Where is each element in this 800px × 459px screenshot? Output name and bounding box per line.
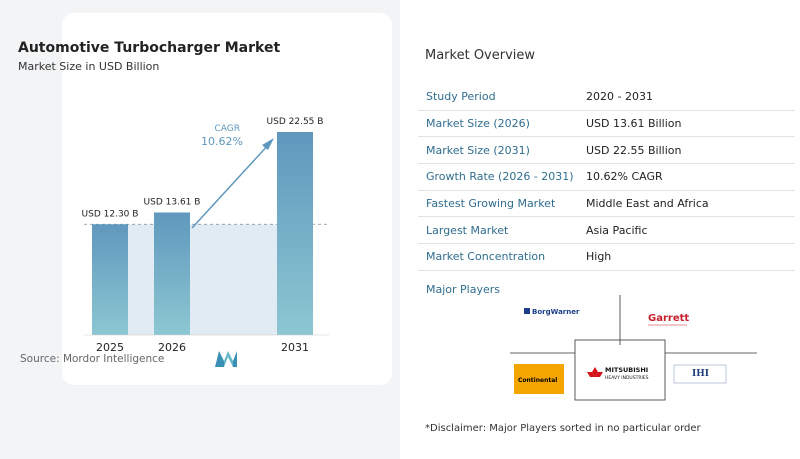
chart-subtitle: Market Size in USD Billion <box>18 60 160 73</box>
chart-shade-band <box>92 224 313 335</box>
overview-value: High <box>586 250 612 264</box>
chart-data-label: USD 13.61 B <box>144 197 201 207</box>
cagr-arrow-line <box>191 142 271 229</box>
chart-bar <box>154 212 190 335</box>
overview-value: Asia Pacific <box>586 223 648 237</box>
cagr-value: 10.62% <box>201 135 243 148</box>
mitsubishi-text: MITSUBISHI <box>605 366 648 374</box>
garrett-text: Garrett <box>648 313 689 324</box>
garrett-logo: Garrett <box>648 313 689 326</box>
mitsubishi-logo: MITSUBISHI HEAVY INDUSTRIES <box>587 366 649 381</box>
chart-bar <box>277 132 313 335</box>
overview-row: Market Size (2031) USD 22.55 Billion <box>418 137 795 165</box>
continental-logo: Continental <box>514 364 564 394</box>
major-players-logos: BorgWarner Garrett Continental MITSUBISH… <box>510 295 757 401</box>
overview-value: 2020 - 2031 <box>586 90 653 104</box>
overview-row: Growth Rate (2026 - 2031) 10.62% CAGR <box>418 164 795 191</box>
ihi-text: IHI <box>692 369 709 379</box>
overview-value: USD 22.55 Billion <box>586 143 682 157</box>
disclaimer: *Disclaimer: Major Players sorted in no … <box>425 423 701 434</box>
overview-table: Study Period 2020 - 2031 Market Size (20… <box>418 84 795 271</box>
source-text: Source: Mordor Intelligence <box>20 353 165 365</box>
divider <box>574 339 666 401</box>
mordor-logo-icon <box>215 351 237 367</box>
chart-x-tick-label: 2026 <box>158 341 186 354</box>
chart-bar <box>92 224 128 335</box>
overview-label: Fastest Growing Market <box>426 197 556 211</box>
market-overview-panel: Market Overview Study Period 2020 - 2031… <box>400 0 800 459</box>
overview-row: Fastest Growing Market Middle East and A… <box>418 191 795 218</box>
cagr-arrow-head <box>262 138 274 150</box>
overview-value: USD 13.61 Billion <box>586 117 682 131</box>
chart-x-tick-label: 2031 <box>281 341 309 354</box>
overview-label: Market Size (2026) <box>426 117 530 131</box>
borgwarner-logo: BorgWarner <box>524 308 580 316</box>
cagr-label: CAGR <box>214 124 240 134</box>
overview-row: Market Concentration High <box>418 244 795 271</box>
overview-label: Growth Rate (2026 - 2031) <box>426 170 574 184</box>
overview-row: Market Size (2026) USD 13.61 Billion <box>418 111 795 138</box>
chart-data-label: USD 12.30 B <box>82 209 139 219</box>
major-players-title: Major Players <box>426 283 500 296</box>
bar-chart: USD 12.30 B 2025 USD 13.61 B 2026 USD 22.55 … <box>82 117 329 354</box>
overview-title: Market Overview <box>425 48 536 63</box>
overview-value: Middle East and Africa <box>586 197 709 211</box>
ihi-logo: IHI <box>673 364 727 384</box>
overview-label: Market Size (2031) <box>426 143 530 157</box>
chart-title: Automotive Turbocharger Market <box>18 40 281 56</box>
chart-data-label: USD 22.55 B <box>267 117 324 127</box>
overview-row: Study Period 2020 - 2031 <box>418 84 795 111</box>
borgwarner-text: BorgWarner <box>532 308 580 316</box>
continental-text: Continental <box>518 377 557 384</box>
overview-row: Largest Market Asia Pacific <box>418 217 795 245</box>
overview-label: Largest Market <box>426 223 509 237</box>
overview-label: Market Concentration <box>426 250 546 264</box>
chart-x-tick-label: 2025 <box>96 341 124 354</box>
mitsubishi-subtext: HEAVY INDUSTRIES <box>605 375 649 381</box>
overview-value: 10.62% CAGR <box>586 170 663 184</box>
overview-label: Study Period <box>426 90 496 104</box>
